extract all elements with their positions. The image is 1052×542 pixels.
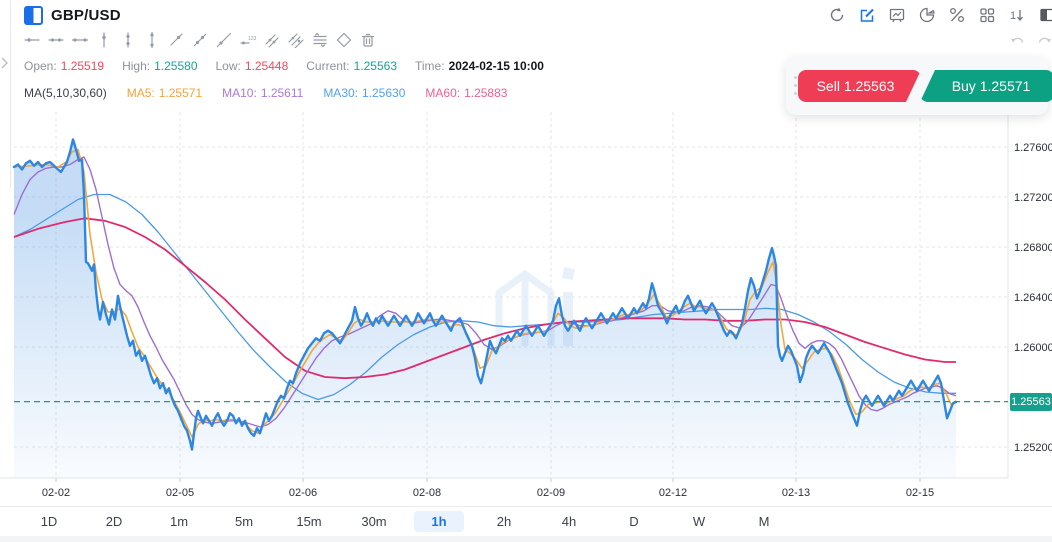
parallel-lines-icon[interactable] — [264, 32, 280, 48]
open-label: Open: — [24, 59, 57, 73]
current-label: Current: — [306, 59, 350, 73]
vertical-segment-icon[interactable] — [120, 32, 136, 48]
draw-icon[interactable] — [858, 6, 876, 24]
time-value: 2024-02-15 10:00 — [448, 59, 544, 73]
ma30-value: 1.25630 — [362, 86, 406, 100]
y-axis-label: 1.26400 — [1014, 292, 1052, 304]
current-value: 1.25563 — [353, 59, 397, 73]
x-axis-label: 02-05 — [166, 487, 194, 499]
apps-grid-icon[interactable] — [978, 6, 996, 24]
ma5-value: 1.25571 — [158, 86, 203, 100]
svg-text:1: 1 — [1010, 10, 1016, 22]
time-label: Time: — [415, 59, 445, 73]
trend-segment-icon[interactable] — [192, 32, 208, 48]
panel-half-icon[interactable] — [1038, 6, 1052, 24]
timeframe-1h[interactable]: 1h — [414, 511, 464, 532]
timeframe-30m[interactable]: 30m — [361, 514, 387, 529]
header-actions: 1 — [828, 6, 1052, 24]
ma10-value: 1.25611 — [260, 86, 304, 100]
y-axis-label: 1.26800 — [1014, 242, 1052, 254]
vertical-line-icon[interactable] — [144, 32, 160, 48]
y-axis-label: 1.26000 — [1014, 342, 1052, 354]
x-axis-label: 02-08 — [413, 487, 441, 499]
series-ma30 — [13, 193, 956, 401]
pie-chart-icon[interactable] — [918, 6, 936, 24]
undo-redo-group — [1010, 32, 1052, 48]
trend-line-icon[interactable] — [216, 32, 232, 48]
redo-icon[interactable] — [1036, 32, 1052, 48]
timeframe-bar: 1D 2D 1m 5m 15m 30m 1h 2h 4h D W M — [0, 506, 1052, 536]
undo-icon[interactable] — [1010, 32, 1026, 48]
low-value: 1.25448 — [244, 59, 289, 73]
series-ma60 — [13, 217, 956, 380]
timeframe-m[interactable]: M — [758, 514, 770, 529]
ma5-label: MA5: — [126, 86, 155, 100]
low-label: Low: — [215, 59, 241, 73]
symbol-header: GBP/USD — [24, 4, 121, 26]
y-axis-label: 1.27200 — [1014, 192, 1052, 204]
percent-icon[interactable] — [948, 6, 966, 24]
eraser-icon[interactable] — [336, 32, 352, 48]
refresh-icon[interactable] — [828, 6, 846, 24]
svg-text:123: 123 — [248, 36, 256, 42]
drawing-toolbar: 123 — [24, 32, 376, 48]
x-axis-label: 02-12 — [659, 487, 687, 499]
ma10-label: MA10: — [222, 86, 257, 100]
horizontal-segment-icon[interactable] — [48, 32, 64, 48]
buy-button[interactable]: Buy 1.25571 — [920, 70, 1052, 102]
ma-indicator-row[interactable]: MA(5,10,30,60) MA5: 1.25571 MA10: 1.25611 … — [24, 86, 507, 100]
horizontal-line-icon[interactable] — [72, 32, 88, 48]
ma-group-label: MA(5,10,30,60) — [24, 86, 107, 100]
bottom-strip — [0, 536, 1052, 542]
x-axis-label: 02-15 — [906, 487, 934, 499]
timeframe-4h[interactable]: 4h — [561, 514, 577, 529]
x-axis-label: 02-02 — [42, 487, 70, 499]
pair-flag-icon — [24, 5, 43, 25]
expand-panel-chevron-icon[interactable] — [0, 56, 9, 70]
parallel-channel-icon[interactable] — [288, 32, 304, 48]
timeframe-15m[interactable]: 15m — [296, 514, 322, 529]
current-price-tag: 1.25563 — [1010, 393, 1052, 411]
timeframe-5m[interactable]: 5m — [234, 514, 254, 529]
sell-button[interactable]: Sell 1.25563 — [798, 70, 921, 102]
open-value: 1.25519 — [60, 59, 105, 73]
series-price — [12, 138, 958, 451]
x-axis-label: 02-13 — [782, 487, 810, 499]
trash-icon[interactable] — [360, 32, 376, 48]
x-axis-label: 02-06 — [289, 487, 317, 499]
y-axis-label: 1.25200 — [1014, 442, 1052, 454]
left-panel-divider — [10, 0, 11, 188]
quote-info-row: Open: 1.25519 High: 1.25580 Low: 1.25448 Cu… — [24, 59, 544, 73]
x-axis-label: 02-09 — [537, 487, 565, 499]
timeframe-2d[interactable]: 2D — [105, 514, 123, 529]
board-chart-icon[interactable] — [888, 6, 906, 24]
timeframe-d[interactable]: D — [629, 514, 639, 529]
ma30-label: MA30: — [323, 86, 358, 100]
price-area-fill — [14, 139, 956, 478]
ma60-label: MA60: — [425, 86, 461, 100]
fib-lines-icon[interactable] — [312, 32, 328, 48]
timeframe-2h[interactable]: 2h — [496, 514, 512, 529]
horizontal-ray-icon[interactable] — [24, 32, 40, 48]
y-axis-label: 1.27600 — [1014, 142, 1052, 154]
trade-panel: Sell 1.25563 Buy 1.25571 — [786, 57, 1052, 115]
trend-ray-icon[interactable] — [168, 32, 184, 48]
high-value: 1.25580 — [154, 59, 198, 73]
timeframe-w[interactable]: W — [692, 514, 706, 529]
vertical-ray-icon[interactable] — [96, 32, 112, 48]
sort-icon[interactable]: 1 — [1008, 6, 1026, 24]
timeframe-1d[interactable]: 1D — [40, 514, 58, 529]
price-note-icon[interactable]: 123 — [240, 32, 256, 48]
ma60-value: 1.25883 — [464, 86, 508, 100]
high-label: High: — [122, 59, 151, 73]
timeframe-1m[interactable]: 1m — [169, 514, 189, 529]
symbol-name: GBP/USD — [51, 6, 121, 24]
